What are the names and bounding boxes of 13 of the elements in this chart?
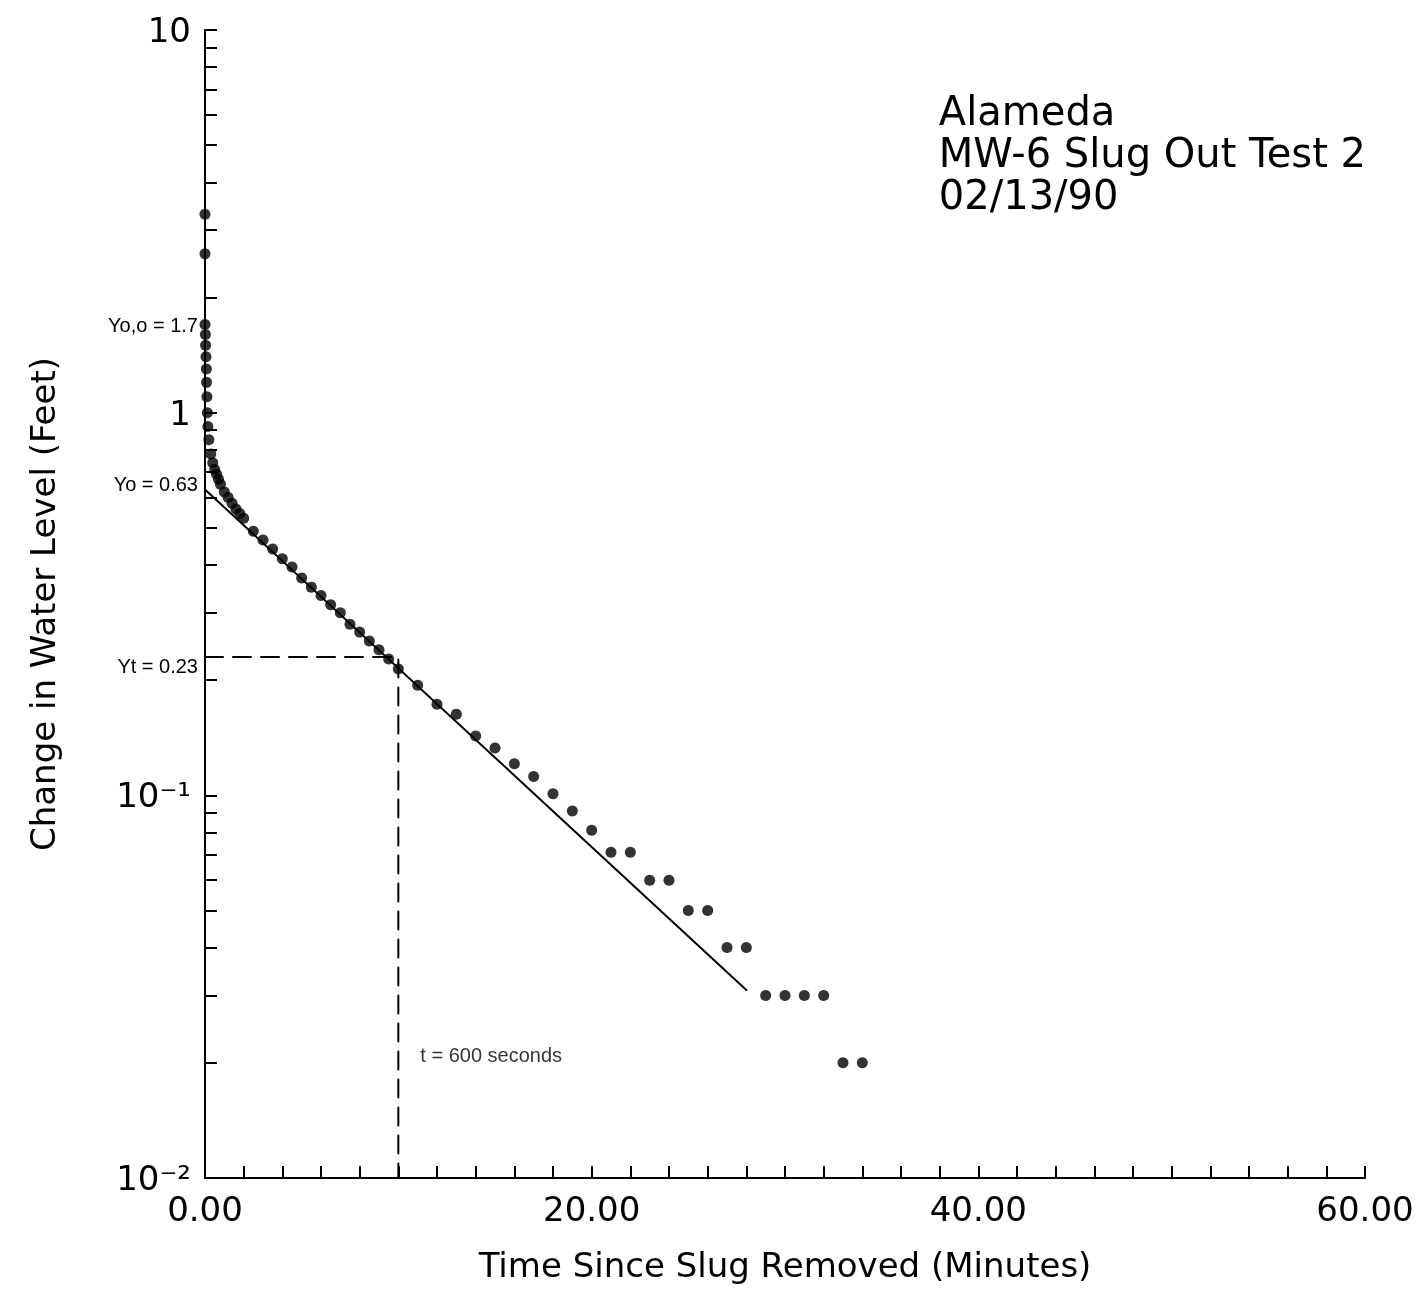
x-tick-label: 60.00 — [1316, 1189, 1414, 1229]
x-tick-label: 0.00 — [167, 1189, 243, 1229]
y-tick-label: 10⁻¹ — [116, 775, 191, 816]
y-tick-label: 10 — [147, 10, 191, 50]
annotation: t = 600 seconds — [420, 1043, 563, 1066]
text: Yo = 0.63 — [113, 473, 198, 495]
x-tick-label: 20.00 — [542, 1189, 641, 1229]
y-tick-label: 1 — [169, 392, 191, 433]
x-axis-title: Time Since Slug Removed (Minutes) — [477, 1245, 1092, 1285]
text: Yt = 0.23 — [117, 655, 198, 677]
text: Yo,o = 1.7 — [108, 314, 198, 336]
y-axis-title: Change in Water Level (Feet) — [23, 356, 63, 852]
x-tick-label: 40.00 — [929, 1189, 1028, 1229]
